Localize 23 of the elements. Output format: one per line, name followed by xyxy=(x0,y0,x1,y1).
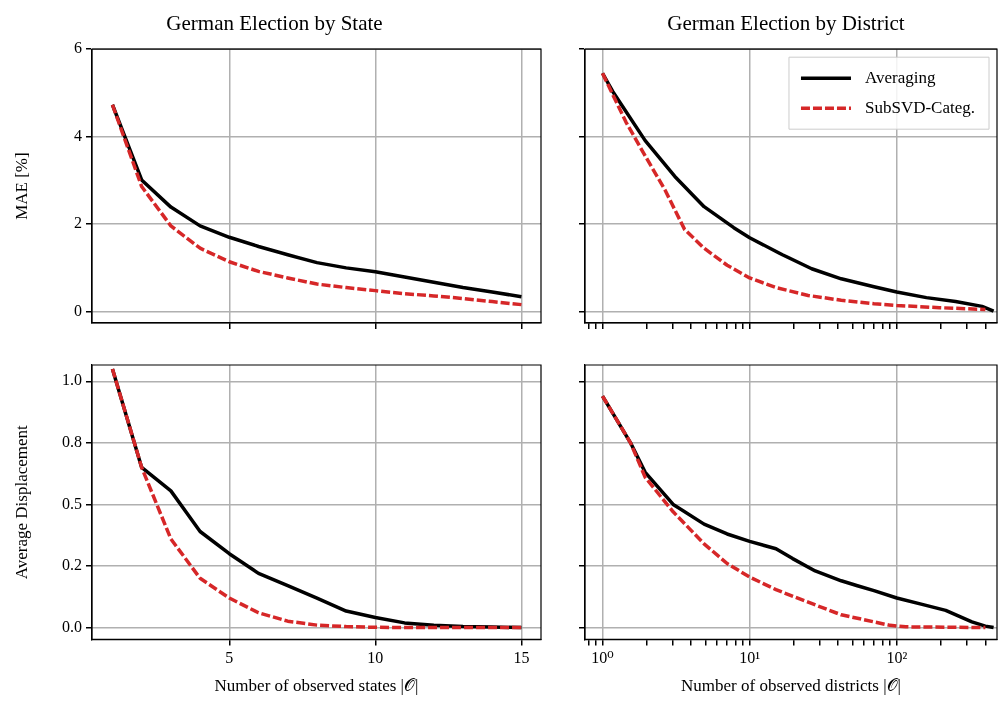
y-tick-label: 0 xyxy=(74,301,82,319)
chart-title: German Election by State xyxy=(166,11,383,36)
y-tick-label: 4 xyxy=(74,126,82,144)
x-tick-label: 10¹ xyxy=(739,649,761,667)
legend-label: SubSVD-Categ. xyxy=(864,97,975,117)
x-tick-label: 10² xyxy=(886,649,908,667)
y-tick-label: 0.2 xyxy=(62,556,82,574)
y-axis-title: MAE [%] xyxy=(11,152,31,220)
y-tick-label: 0.8 xyxy=(62,433,82,451)
x-axis-title: Number of observed districts |𝒪| xyxy=(681,676,901,696)
y-tick-label: 6 xyxy=(74,39,82,57)
x-axis-title: Number of observed states |𝒪| xyxy=(214,676,419,696)
x-tick-label: 10⁰ xyxy=(591,649,614,667)
y-tick-label: 0.5 xyxy=(62,494,82,512)
x-tick-label: 5 xyxy=(225,649,234,667)
chart-title: German Election by District xyxy=(667,11,905,36)
y-tick-label: 0.0 xyxy=(62,617,82,635)
y-tick-label: 2 xyxy=(74,214,82,232)
y-tick-label: 1.0 xyxy=(62,371,82,389)
x-tick-label: 10 xyxy=(367,649,384,667)
y-axis-title: Average Displacement xyxy=(11,424,31,580)
legend-label: Averaging xyxy=(864,67,936,87)
x-tick-label: 15 xyxy=(513,649,530,667)
